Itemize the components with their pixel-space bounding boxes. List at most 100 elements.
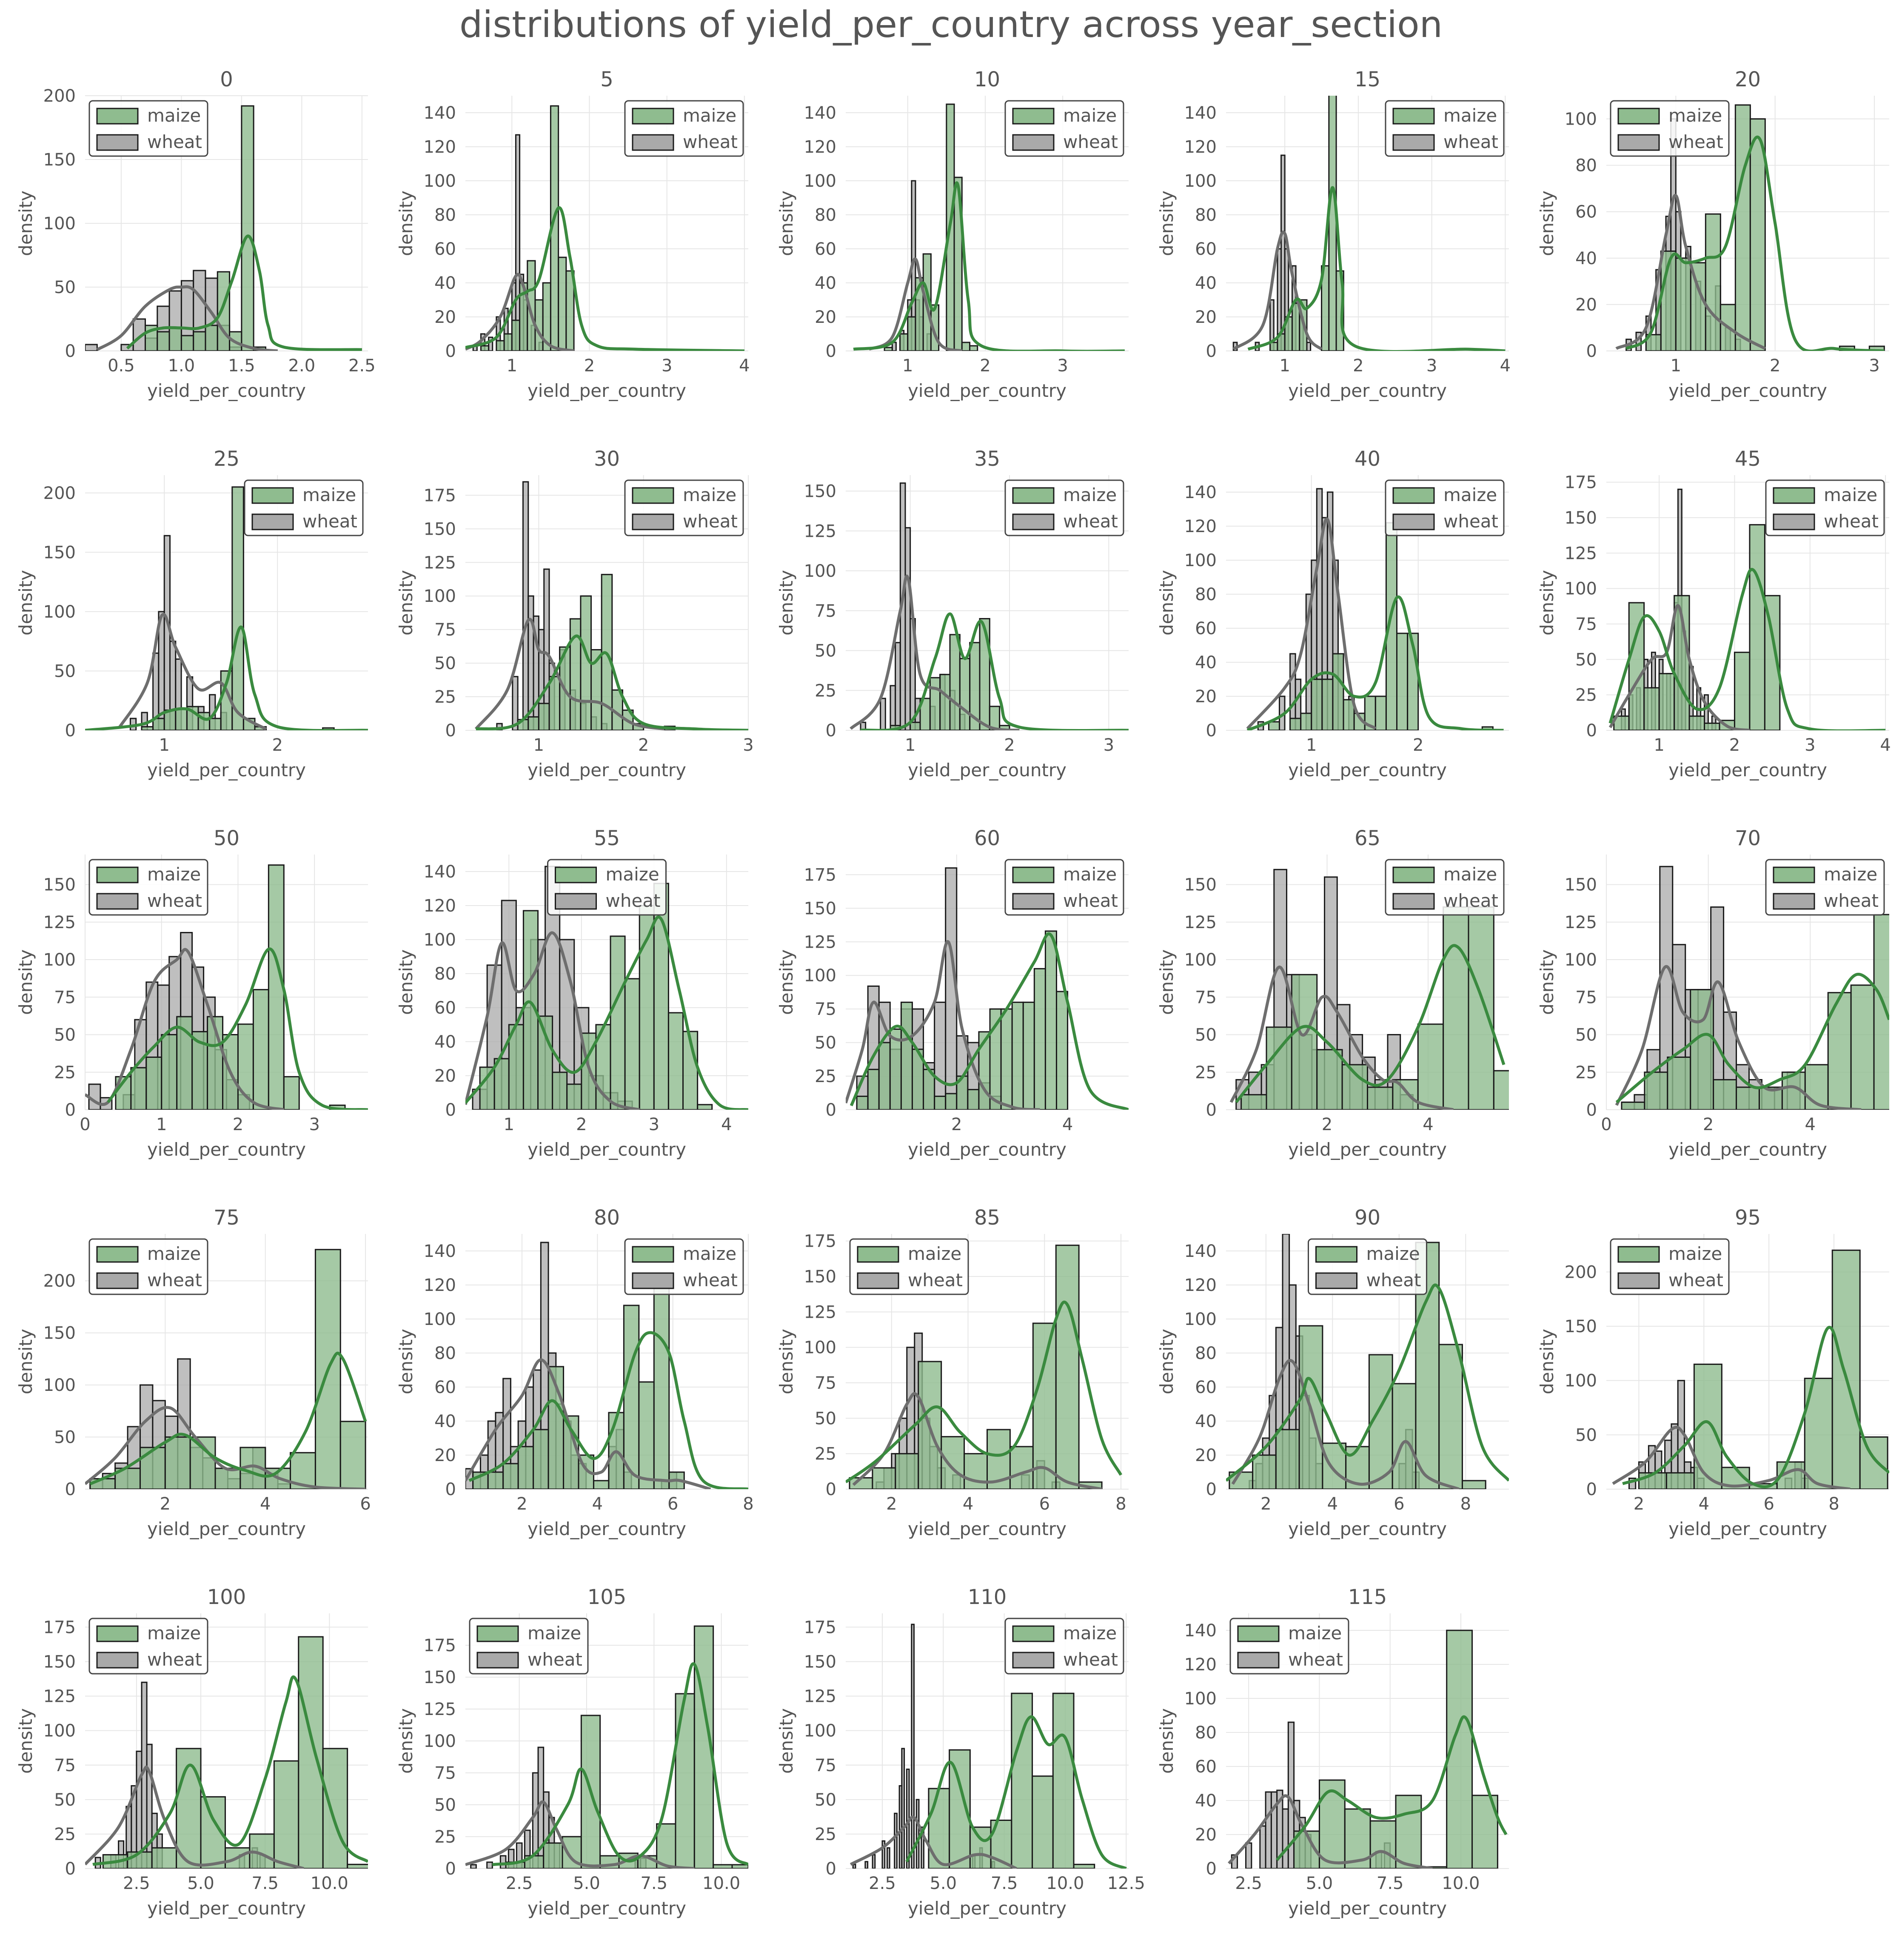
x-tick-label: 8 [1460,1494,1471,1514]
y-tick-label: 100 [804,1721,836,1741]
wheat-bar [512,676,519,730]
wheat-bar [895,642,901,730]
y-tick-label: 125 [424,1700,456,1719]
y-axis-label: density [15,570,36,635]
subplot-svg: 0 0.5 1.0 1.5 2.0 2.5 0 50 100 150 200 yield_per_co… [15,68,376,401]
y-tick-label: 20 [434,1066,456,1086]
maize-bar [713,1864,733,1869]
maize-bar [517,1446,534,1489]
y-tick-label: 60 [1575,202,1597,222]
y-tick-label: 100 [1565,110,1597,129]
wheat-bar [1704,694,1709,730]
y-tick-label: 200 [43,86,76,106]
x-tick-label: 3 [743,735,753,755]
subplot-30: 30 1 2 3 0 25 50 75 100 125 150 175 yield_per_countr… [380,435,761,814]
legend-item-maize-swatch [1012,487,1055,504]
y-tick-label: 100 [804,561,836,581]
subplot-title: 90 [1354,1206,1380,1230]
y-tick-label: 0 [445,1859,456,1879]
x-tick-label: 1 [504,1115,514,1134]
subplot-title: 40 [1354,447,1380,471]
x-tick-label: 1 [902,356,913,376]
x-tick-label: 2 [1322,1115,1332,1134]
x-axis-label: yield_per_country [1668,1518,1827,1539]
maize-bar [1316,1049,1343,1110]
legend: maize wheat [1308,1238,1427,1295]
maize-kde-line [492,1662,748,1866]
maize-kde-line [860,612,1129,730]
maize-kde-line [126,234,362,351]
y-tick-label: 125 [804,1687,836,1706]
maize-bar [139,1447,166,1489]
wheat-bar [852,1863,856,1869]
maize-bar [322,1748,348,1869]
y-tick-label: 50 [815,641,836,661]
legend-item-maize-swatch [1237,1625,1280,1642]
y-axis-label: density [396,949,416,1015]
y-tick-label: 0 [1206,1480,1217,1499]
subplot-svg: 115 2.5 5.0 7.5 10.0 0 20 40 60 80 100 120 140 yield_… [1156,1585,1509,1919]
wheat-bar [1245,1842,1252,1869]
x-axis-label: yield_per_country [908,380,1066,401]
x-tick-label: 2.5 [506,1874,533,1893]
legend-item-wheat-label: wheat [1668,1270,1723,1291]
x-axis-label: yield_per_country [1288,1518,1447,1539]
y-tick-label: 100 [43,950,76,970]
maize-kde-line [476,635,748,730]
maize-bar [1621,1101,1645,1110]
y-tick-label: 100 [424,587,456,606]
subplot-svg: 902 4 6 8020406080100120140yield_per_countr… [1156,1206,1509,1539]
y-tick-label: 0 [445,721,456,741]
legend-item-maize-label: maize [302,484,356,505]
plot-area [85,864,368,1110]
maize-bar [1749,118,1766,351]
y-tick-label: 125 [804,932,836,952]
x-tick-label: 1 [1279,356,1290,376]
wheat-kde-line [1232,230,1323,350]
x-axis-label: yield_per_country [147,760,306,781]
legend-item-wheat-swatch [857,1272,899,1289]
legend-item-maize-swatch [555,866,597,883]
y-tick-label: 100 [1565,1371,1597,1391]
plot-area [1228,1630,1508,1869]
y-axis-label: density [15,1329,36,1394]
subplot-title: 80 [594,1206,620,1230]
x-tick-label: 2 [951,1115,962,1134]
maize-bar [1859,1436,1888,1489]
legend-item-wheat-swatch [251,513,294,530]
legend-item-wheat-label: wheat [1443,131,1498,152]
y-tick-label: 125 [1565,913,1597,932]
legend-item-wheat-label: wheat [1063,131,1118,152]
y-tick-label: 0 [1206,342,1217,361]
maize-bar [1688,715,1705,730]
legend-item-maize-label: maize [1063,1623,1117,1644]
y-tick-label: 60 [1195,1757,1217,1777]
legend-item-maize-swatch [251,487,294,504]
legend-item-maize-label: maize [147,864,201,885]
subplot-20: 20 1 2 3 0 20 40 60 80 100 yield_per_country densit… [1521,55,1902,435]
maize-bar [503,333,513,351]
maize-bar [151,1847,177,1869]
maize-bar [1392,1079,1419,1110]
x-axis-label: yield_per_country [908,1518,1066,1539]
x-axis-label: yield_per_country [147,1898,306,1919]
plot-area [850,482,1129,730]
maize-kde-line [85,625,368,730]
legend-item-maize-swatch [1617,108,1660,125]
x-tick-label: 4 [1327,1494,1338,1514]
maize-kde-line [89,1351,367,1485]
y-tick-label: 0 [1586,1480,1597,1499]
subplot-svg: 301 2 30255075100125150175yield_per_countr… [396,447,754,781]
legend-item-maize-swatch [857,1246,899,1263]
legend-item-wheat-label: wheat [1824,511,1879,532]
x-axis-label: yield_per_country [1668,760,1827,781]
y-tick-label: 50 [815,1409,836,1428]
y-tick-label: 175 [43,1618,76,1637]
y-tick-label: 50 [54,278,76,297]
maize-bar [656,1823,676,1869]
y-tick-label: 100 [1184,1310,1217,1329]
legend-item-maize-swatch [476,1625,519,1642]
y-tick-label: 50 [54,1026,76,1045]
legend-item-maize-label: maize [147,1623,201,1644]
x-tick-label: 2 [1703,1115,1714,1134]
